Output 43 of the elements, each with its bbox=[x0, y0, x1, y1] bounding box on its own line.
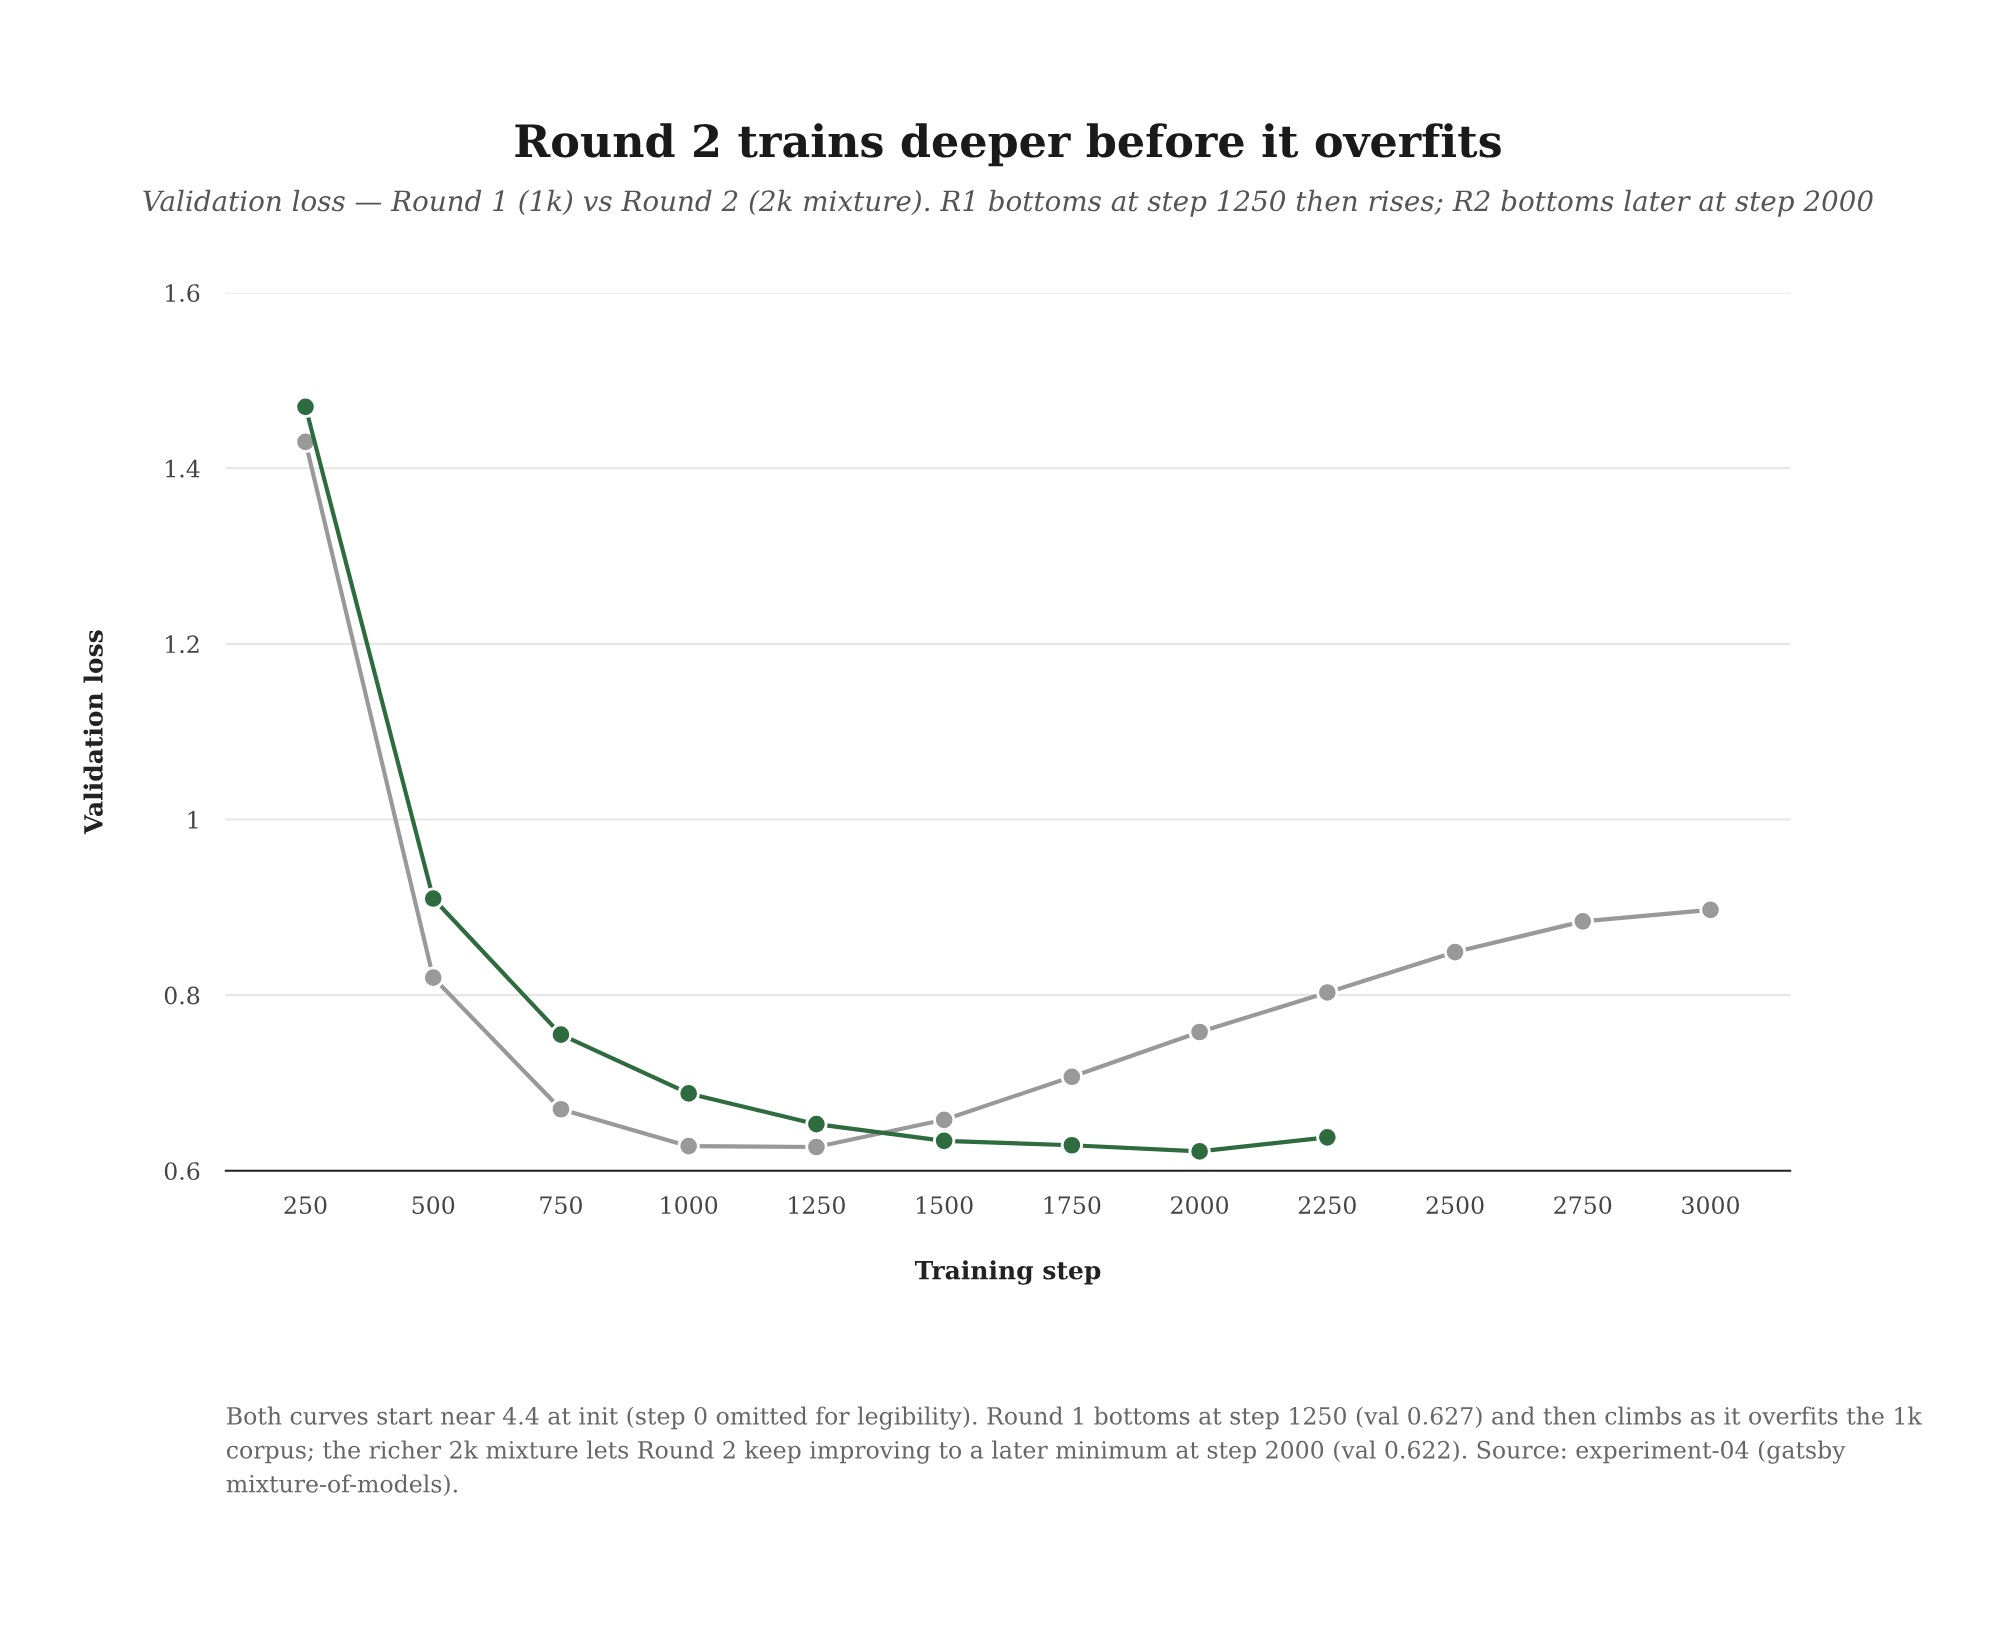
x-tick-label: 1250 bbox=[789, 1196, 845, 1214]
point bbox=[1316, 1126, 1339, 1149]
y-tick-label: 1.2 bbox=[166, 635, 199, 654]
point bbox=[422, 966, 445, 989]
point bbox=[1571, 910, 1594, 933]
point bbox=[549, 1023, 573, 1046]
x-tick-label: 2000 bbox=[1171, 1196, 1229, 1214]
x-tick-label: 2250 bbox=[1298, 1196, 1356, 1214]
point bbox=[677, 1135, 700, 1158]
x-tick-label: 2750 bbox=[1554, 1196, 1612, 1214]
chart-title: Round 2 trains deeper before it overfits bbox=[515, 123, 1501, 167]
point bbox=[677, 1082, 700, 1105]
x-tick-label: 1750 bbox=[1044, 1196, 1101, 1214]
point bbox=[294, 395, 317, 418]
y-tick-label: 0.6 bbox=[164, 1162, 200, 1181]
y-tick-label: 0.8 bbox=[164, 986, 200, 1005]
x-tick-label: 500 bbox=[412, 1196, 455, 1214]
point bbox=[1060, 1134, 1083, 1157]
point bbox=[805, 1135, 828, 1159]
y-axis-title: Validation loss bbox=[83, 630, 103, 835]
point bbox=[1188, 1020, 1211, 1044]
point bbox=[1699, 898, 1722, 922]
point bbox=[1060, 1065, 1083, 1088]
x-tick-label: 3000 bbox=[1682, 1196, 1739, 1214]
chart-subtitle: Validation loss — Round 1 (1k) vs Round 2 (2k mixture). R1 bottoms at step 1250 then rises; R2 bottoms later at step 2000 bbox=[143, 189, 1873, 217]
x-tick-label: 2500 bbox=[1426, 1196, 1484, 1214]
point bbox=[1443, 940, 1467, 964]
point bbox=[933, 1108, 956, 1131]
point bbox=[933, 1129, 956, 1152]
x-tick-label: 1500 bbox=[916, 1196, 973, 1214]
point bbox=[549, 1098, 573, 1121]
point bbox=[422, 887, 445, 910]
x-tick-label: 250 bbox=[284, 1196, 327, 1214]
point bbox=[1188, 1140, 1211, 1163]
x-axis-title: Training step bbox=[914, 1260, 1101, 1285]
point bbox=[1316, 981, 1339, 1004]
point bbox=[805, 1113, 828, 1136]
y-tick-label: 1.4 bbox=[166, 459, 200, 478]
y-tick-label: 1 bbox=[188, 810, 198, 829]
x-tick-label: 750 bbox=[540, 1196, 582, 1214]
text: Both curves start near 4.4 at init (step 0 omitted for legibility). Round 1 bottoms at step 1250 (val 0.627) and then climbs as it overfits the 1k corpus; the richer 2k mixture lets Round 2 keep improving to a later minimum at step 2000 (val 0.622). Source: experiment-04 (gatsby mixture-of-models). bbox=[226, 1406, 1922, 1497]
x-tick-label: 1000 bbox=[661, 1196, 718, 1214]
y-tick-label: 1.6 bbox=[166, 284, 200, 302]
